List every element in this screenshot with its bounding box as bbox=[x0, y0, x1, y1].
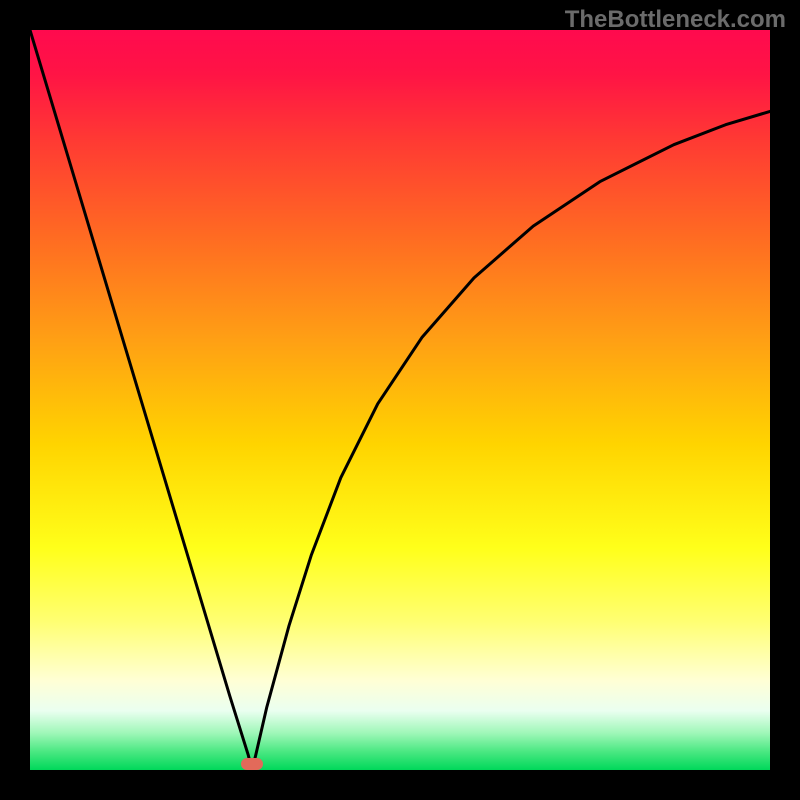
attribution-label: TheBottleneck.com bbox=[565, 6, 786, 34]
optimum-marker bbox=[241, 758, 263, 770]
stage: TheBottleneck.com bbox=[0, 0, 800, 800]
plot-area bbox=[30, 30, 770, 770]
curve-line bbox=[30, 30, 770, 770]
bottleneck-curve bbox=[30, 30, 770, 770]
gradient-background bbox=[30, 30, 770, 770]
